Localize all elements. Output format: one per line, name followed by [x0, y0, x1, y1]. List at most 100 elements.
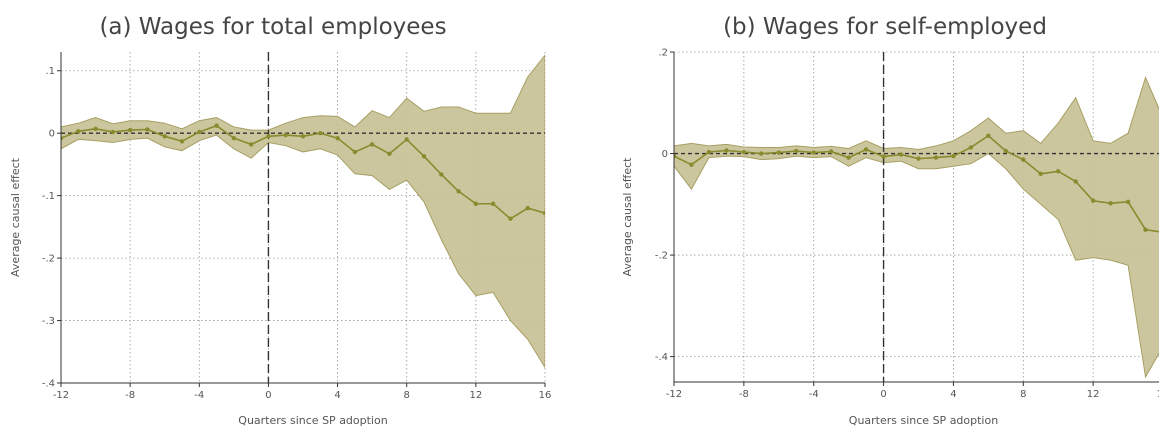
- chart-b-y-tick-label-2: -.2: [655, 251, 668, 262]
- chart-a-y-tick-5: -.4: [42, 379, 61, 390]
- chart-a-x-tick-label-1: -8: [125, 390, 135, 401]
- chart-b-point-7: [794, 148, 799, 154]
- chart-b-y-tick-0: .2: [658, 48, 674, 59]
- chart-a: -12 -8 -4 0 4 8 12 16 .1 0 -.1 -.2 -.3 -.4 Quarters si…: [9, 52, 551, 427]
- chart-b-x-tick-label-4: 4: [950, 389, 956, 400]
- chart-b-x-tick-2: -4: [809, 382, 819, 400]
- chart-a-x-tick-2: -4: [194, 383, 204, 401]
- chart-b-point-12: [881, 154, 886, 159]
- chart-b-x-tick-4: 4: [950, 382, 957, 400]
- chart-a-x-tick-label-0: -12: [53, 390, 69, 401]
- chart-b: -12 -8 -4 0 4 8 12 16 .2 0 -.2 -.4 Quarters since SP…: [621, 48, 1159, 427]
- chart-b-title: (b) Wages for self-employed: [723, 14, 1047, 40]
- chart-a-title: (a) Wages for total employees: [99, 14, 447, 40]
- chart-a-x-tick-0: -12: [53, 383, 69, 401]
- chart-b-point-0: [674, 153, 677, 159]
- chart-b-point-24: [1090, 198, 1096, 203]
- chart-b-point-3: [724, 148, 729, 153]
- chart-a-point-10: [231, 135, 237, 141]
- chart-a-point-8: [197, 129, 202, 135]
- chart-a-point-26: [508, 216, 513, 221]
- chart-a-point-2: [93, 126, 98, 132]
- chart-a-point-13: [283, 132, 288, 138]
- panel-a: -12 -8 -4 0 4 8 12 16 .1 0 -.1 -.2 -.3 -.4 Quarters si…: [0, 0, 560, 428]
- chart-b-point-10: [846, 155, 851, 160]
- chart-a-y-tick-label-2: -.1: [42, 191, 55, 202]
- chart-b-point-9: [828, 149, 834, 154]
- chart-a-y-tick-label-0: .1: [45, 66, 55, 77]
- chart-b-x-label: Quarters since SP adoption: [849, 414, 998, 427]
- chart-b-point-18: [986, 133, 991, 138]
- chart-b-y-tick-3: -.4: [655, 352, 674, 363]
- chart-b-plot-area: [674, 52, 1159, 382]
- chart-b-x-tick-label-7: 16: [1157, 389, 1159, 400]
- chart-a-x-tick-3: 0: [265, 383, 272, 401]
- chart-a-y-tick-1: 0: [49, 129, 61, 140]
- chart-b-point-13: [898, 152, 904, 157]
- chart-a-point-5: [145, 127, 150, 132]
- chart-b-x-tick-0: -12: [666, 382, 682, 400]
- chart-b-point-27: [1143, 227, 1148, 232]
- chart-b-x-tick-label-2: -4: [809, 389, 819, 400]
- chart-a-point-20: [404, 137, 409, 142]
- chart-a-point-19: [387, 151, 392, 156]
- chart-a-y-tick-3: -.2: [42, 254, 61, 265]
- chart-b-y-tick-1: 0: [662, 149, 674, 160]
- chart-a-point-27: [525, 205, 530, 211]
- chart-b-x-tick-label-5: 8: [1020, 389, 1026, 400]
- chart-b-y-tick-2: -.2: [655, 251, 674, 262]
- chart-a-x-tick-label-4: 4: [334, 390, 340, 401]
- chart-b-point-16: [951, 153, 956, 159]
- chart-a-point-14: [300, 134, 306, 139]
- panel-b: -12 -8 -4 0 4 8 12 16 .2 0 -.2 -.4 Quarters since SP…: [608, 0, 1159, 428]
- chart-a-y-tick-label-3: -.2: [42, 254, 55, 265]
- chart-b-x-tick-6: 12: [1087, 382, 1100, 400]
- chart-b-point-1: [689, 162, 694, 167]
- chart-a-point-15: [318, 130, 323, 136]
- chart-a-y-tick-label-4: -.3: [42, 316, 55, 327]
- chart-b-point-8: [811, 150, 816, 155]
- chart-b-x-tick-7: 16: [1157, 389, 1159, 400]
- chart-a-point-21: [421, 154, 427, 159]
- chart-b-point-5: [759, 151, 764, 156]
- chart-a-point-23: [456, 189, 461, 194]
- chart-b-point-23: [1073, 179, 1078, 184]
- chart-a-point-22: [439, 172, 444, 177]
- chart-a-point-6: [162, 134, 167, 139]
- chart-b-point-20: [1021, 157, 1026, 162]
- chart-b-point-19: [1003, 148, 1009, 154]
- chart-a-y-tick-4: -.3: [42, 316, 61, 327]
- chart-a-x-tick-5: 8: [404, 383, 410, 401]
- chart-a-x-tick-label-5: 8: [404, 390, 410, 401]
- chart-b-point-26: [1125, 199, 1131, 204]
- chart-a-x-tick-4: 4: [334, 383, 341, 401]
- chart-a-point-28: [542, 210, 545, 216]
- chart-a-point-0: [61, 135, 64, 141]
- chart-b-point-6: [776, 150, 781, 155]
- chart-a-point-18: [369, 142, 375, 147]
- chart-a-x-tick-6: 12: [469, 383, 482, 401]
- chart-b-point-25: [1108, 201, 1113, 206]
- chart-b-x-tick-label-6: 12: [1087, 389, 1100, 400]
- chart-a-point-16: [335, 135, 340, 141]
- chart-b-x-tick-label-1: -8: [739, 389, 749, 400]
- chart-b-point-4: [741, 149, 747, 155]
- chart-a-x-tick-label-2: -4: [194, 390, 204, 401]
- chart-b-ci-band: [674, 75, 1159, 379]
- chart-a-point-24: [473, 201, 479, 206]
- chart-b-x-tick-label-3: 0: [880, 389, 886, 400]
- chart-b-x-tick-3: 0: [880, 382, 887, 400]
- chart-b-y-tick-label-1: 0: [662, 149, 668, 160]
- chart-a-point-4: [127, 127, 133, 133]
- chart-a-x-tick-7: 16: [539, 383, 551, 401]
- chart-b-point-22: [1056, 169, 1061, 174]
- chart-b-y-tick-label-0: .2: [658, 48, 668, 59]
- chart-a-y-tick-label-1: 0: [49, 129, 55, 140]
- chart-a-point-1: [76, 129, 81, 134]
- chart-b-x-tick-5: 8: [1020, 382, 1026, 400]
- chart-a-plot-area: [61, 52, 545, 383]
- chart-a-x-tick-label-3: 0: [265, 390, 271, 401]
- chart-a-y-tick-label-5: -.4: [42, 379, 55, 390]
- chart-a-point-7: [179, 139, 185, 144]
- chart-b-point-2: [706, 149, 712, 155]
